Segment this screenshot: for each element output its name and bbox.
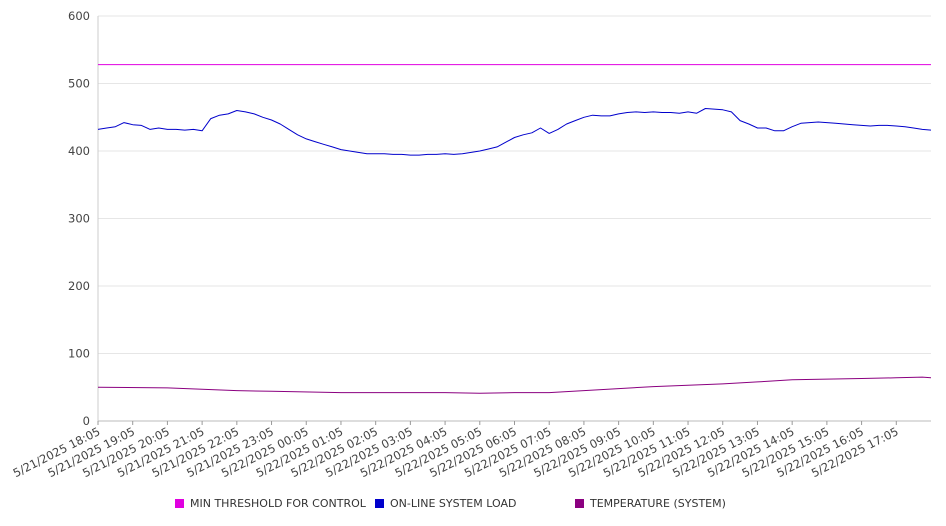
- gridlines: [98, 15, 931, 354]
- y-tick-label-300: 300: [68, 212, 90, 226]
- legend-item-temperature[interactable]: TEMPERATURE (SYSTEM): [575, 497, 726, 510]
- legend-item-system-load[interactable]: ON-LINE SYSTEM LOAD: [375, 497, 516, 510]
- y-tick-label-0: 0: [83, 414, 90, 428]
- y-tick-label-200: 200: [68, 279, 90, 293]
- y-tick-label-600: 600: [68, 9, 90, 23]
- legend-item-threshold[interactable]: MIN THRESHOLD FOR CONTROL: [175, 497, 366, 510]
- series-lines: [97, 64, 932, 394]
- legend-label-system-load: ON-LINE SYSTEM LOAD: [390, 497, 517, 510]
- legend-label-threshold: MIN THRESHOLD FOR CONTROL: [190, 497, 366, 510]
- series-line-system-load: [97, 108, 932, 156]
- series-line-temperature: [97, 376, 932, 394]
- y-tick-label-500: 500: [68, 77, 90, 91]
- legend-label-temperature: TEMPERATURE (SYSTEM): [590, 497, 726, 510]
- legend: MIN THRESHOLD FOR CONTROL ON-LINE SYSTEM…: [0, 497, 946, 515]
- y-tick-label-400: 400: [68, 144, 90, 158]
- y-axis-ticks: 0 100 200 300 400 500 600: [68, 9, 90, 428]
- x-axis-ticks: 5/21/2025 18:055/21/2025 19:055/21/2025 …: [11, 421, 901, 480]
- legend-swatch-threshold: [175, 499, 184, 508]
- legend-swatch-system-load: [375, 499, 384, 508]
- legend-swatch-temperature: [575, 499, 584, 508]
- y-tick-label-100: 100: [68, 347, 90, 361]
